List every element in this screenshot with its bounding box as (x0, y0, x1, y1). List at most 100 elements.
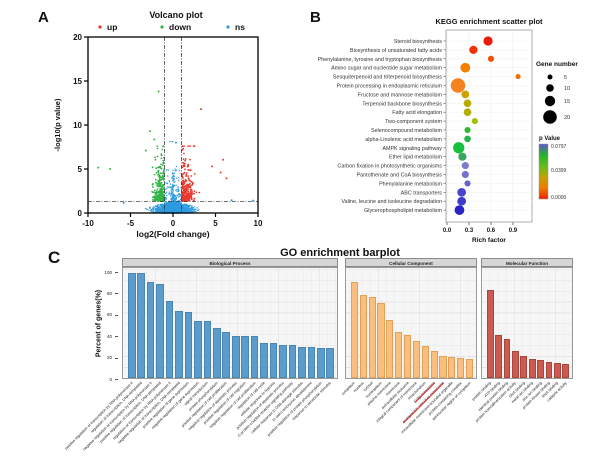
legend-dot-ns (226, 25, 230, 29)
kegg-bubble (450, 78, 466, 93)
volcano-title: Volcano plot (149, 10, 202, 20)
go-bar (545, 361, 553, 378)
svg-text:10: 10 (73, 121, 82, 130)
kegg-bubble (457, 187, 467, 197)
go-bar (175, 310, 183, 378)
go-bar (466, 358, 474, 378)
go-bar (503, 339, 511, 378)
p-value-legend-title: p Value (539, 136, 561, 142)
go-bar (231, 336, 240, 378)
kegg-bubble (461, 170, 469, 179)
legend-label-up: up (107, 22, 117, 32)
go-ytick-mark (115, 272, 118, 273)
svg-text:0.9: 0.9 (509, 228, 518, 234)
svg-text:5: 5 (213, 219, 218, 228)
go-bar (298, 346, 306, 378)
go-ytick-label: 80 (106, 290, 112, 296)
kegg-pathway-label: Amino sugar and nucleotide sugar metabol… (331, 66, 442, 72)
go-bar (184, 311, 193, 378)
go-bar (448, 356, 456, 378)
volcano-plot: A Volcano plot up down ns 0 5 10 15 20 -10 -5 0 5 10 lo… (38, 9, 263, 239)
kegg-pathway-label: Glycerophospholipid metabolism (364, 208, 442, 214)
go-bar (127, 273, 136, 378)
legend-dot-up (98, 25, 102, 29)
go-barplot-title: GO enrichment barplot (280, 247, 400, 259)
go-ytick-label: 60 (106, 312, 112, 318)
kegg-bubble (471, 118, 478, 125)
kegg-pathway-label: Steroid biosynthesis (394, 39, 443, 45)
kegg-x-axis-label: Rich factor (472, 237, 506, 244)
kegg-pathway-label: Fatty acid elongation (392, 110, 442, 116)
go-bar (439, 355, 447, 378)
kegg-pathway-label: Biosynthesis of unsaturated fatty acids (350, 48, 442, 54)
go-ytick-mark (115, 293, 118, 295)
facet-header-2: Molecular Function (481, 258, 573, 267)
kegg-pathway-label: Sesquiterpenoid and triterpenoid biosynt… (333, 75, 442, 81)
go-bar (307, 346, 316, 378)
go-bar (137, 273, 145, 378)
go-barplot: C GO enrichment barplot Percent of genes… (0, 244, 600, 466)
svg-text:5: 5 (564, 75, 567, 81)
kegg-pathway-label: Pantothenate and CoA biosynthesis (357, 173, 443, 179)
go-y-axis-label: Percent of genes(%) (95, 289, 103, 358)
kegg-pathway-label: Protein processing in endoplasmic reticu… (337, 84, 443, 90)
kegg-bubble (464, 180, 471, 187)
go-bar (156, 283, 164, 378)
go-bar (528, 358, 536, 378)
go-bar (512, 351, 519, 378)
kegg-pathway-label: Carbon fixation in photosynthetic organi… (337, 164, 442, 170)
go-ytick-label: 20 (106, 355, 112, 361)
size-legend-dot (544, 95, 556, 107)
go-ytick-mark (115, 357, 118, 359)
facet-grid-2 (481, 267, 573, 379)
kegg-bubble (458, 152, 467, 161)
go-bar (203, 321, 212, 378)
kegg-pathway-label: Fructose and mannose metabolism (358, 92, 443, 98)
kegg-bubble (460, 62, 471, 73)
legend-dot-down (160, 25, 164, 29)
go-bar (520, 355, 528, 378)
svg-text:B: B (310, 9, 321, 26)
go-bar (213, 327, 221, 378)
kegg-bubble (464, 135, 471, 143)
go-bar (250, 336, 259, 378)
go-ytick-mark (115, 314, 118, 316)
go-bar (368, 296, 376, 378)
legend-label-ns: ns (235, 22, 245, 32)
kegg-bubble (469, 45, 478, 55)
go-bar (241, 336, 249, 378)
size-legend-dot (547, 74, 553, 80)
kegg-bubble (461, 90, 470, 99)
svg-text:0.0797: 0.0797 (551, 144, 567, 150)
go-bar (194, 321, 202, 378)
svg-text:0.0000: 0.0000 (551, 195, 567, 201)
svg-text:15: 15 (73, 77, 82, 86)
go-bar (554, 363, 561, 378)
go-bar (395, 332, 403, 378)
go-bar (404, 335, 412, 378)
go-bar (165, 300, 174, 378)
go-bar (562, 364, 570, 378)
facet-grid-1 (345, 267, 477, 379)
facet-header-1: Cellular Component (345, 258, 477, 267)
kegg-bubble (461, 162, 469, 170)
svg-text:-10: -10 (82, 219, 94, 228)
go-ytick-label: 100 (104, 269, 112, 275)
go-bar (486, 290, 494, 378)
go-bar (537, 359, 544, 378)
kegg-pathway-label: AMPK signaling pathway (382, 146, 442, 152)
svg-text:A: A (38, 9, 49, 26)
go-ytick-mark (115, 379, 118, 380)
go-bar (269, 342, 278, 378)
go-bar (222, 332, 231, 378)
volcano-x-axis-label: log2(Fold change) (136, 229, 209, 239)
kegg-bubble (457, 196, 467, 206)
kegg-bubble (483, 36, 493, 46)
go-ytick-label: 0 (109, 376, 112, 382)
go-bar (495, 335, 502, 378)
kegg-pathway-label: alpha-Linolenic acid metabolism (365, 137, 442, 143)
panel-c-label: C (48, 248, 61, 267)
go-bar (317, 348, 325, 378)
kegg-bubble (464, 126, 471, 134)
kegg-bubble (453, 142, 465, 154)
